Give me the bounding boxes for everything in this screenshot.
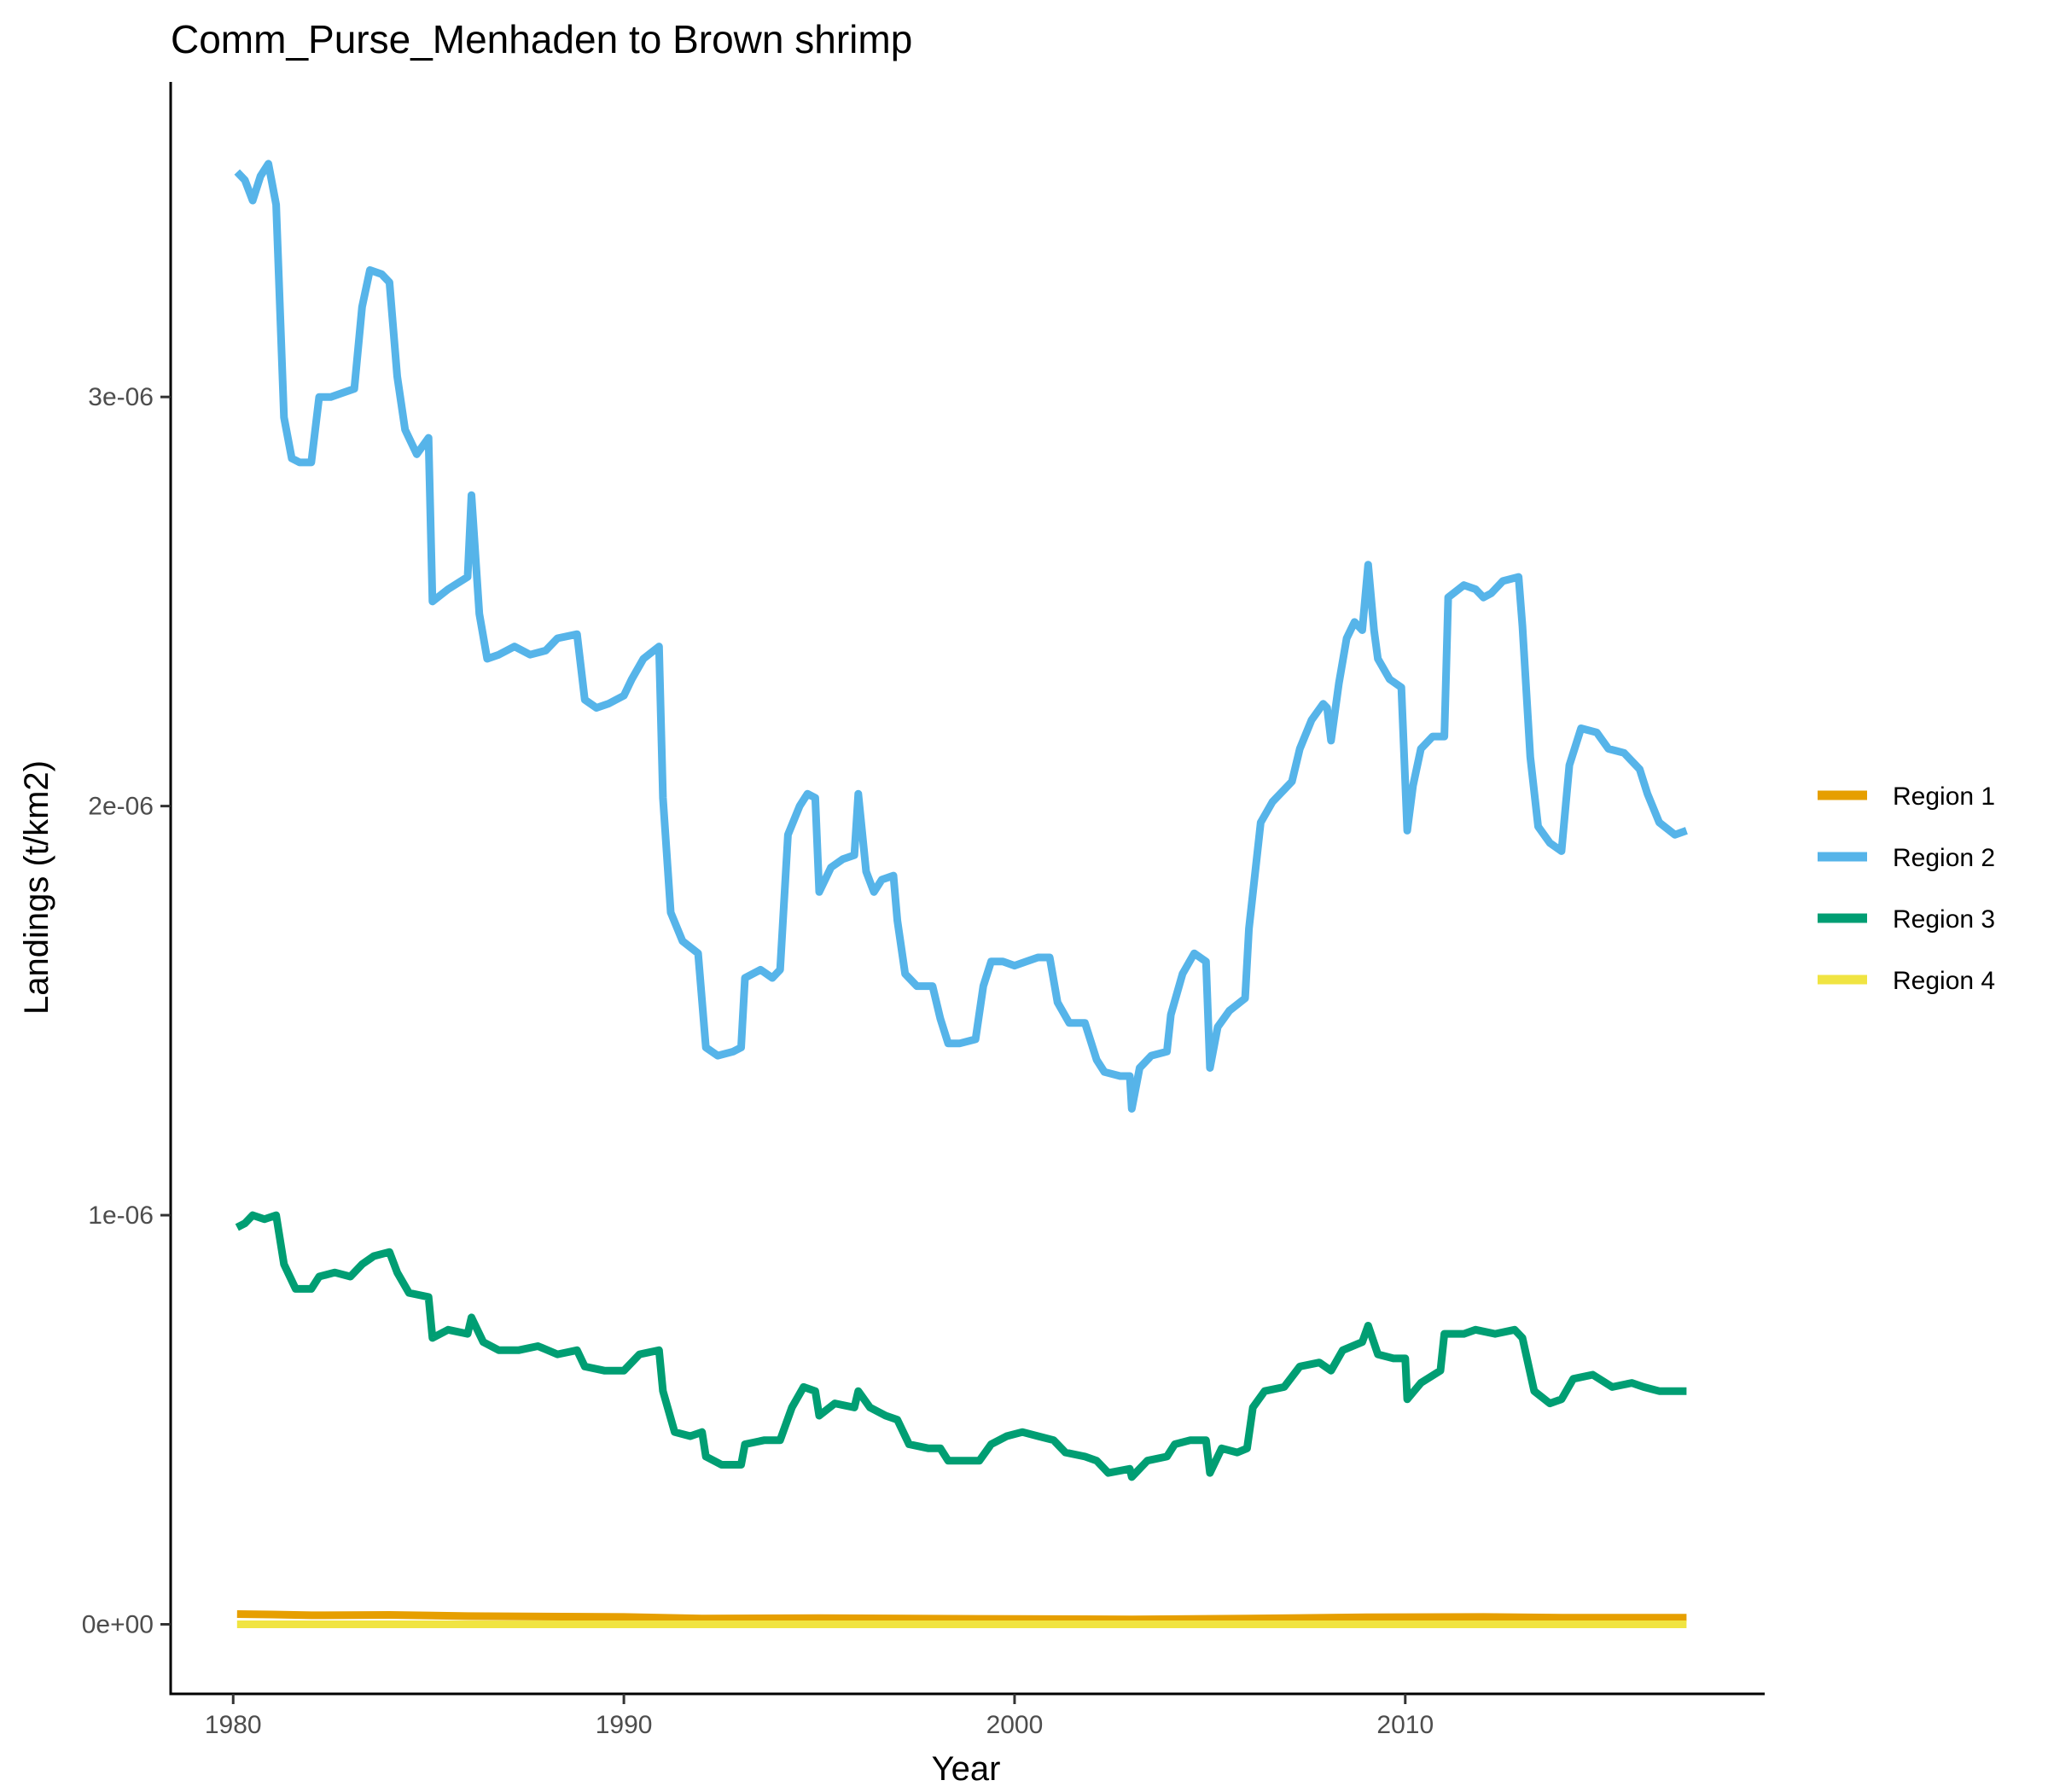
x-tick-label: 2000 xyxy=(986,1711,1044,1739)
y-tick-label: 3e-06 xyxy=(88,383,154,411)
y-tick-label: 0e+00 xyxy=(82,1610,154,1638)
legend: Region 1 Region 2 Region 3 Region 4 xyxy=(1818,783,1995,995)
y-tick-label: 1e-06 xyxy=(88,1201,154,1230)
x-tick-label: 1990 xyxy=(596,1711,653,1739)
x-axis-title: Year xyxy=(932,1750,1001,1788)
legend-label-region-3: Region 3 xyxy=(1893,905,1995,934)
legend-label-region-2: Region 2 xyxy=(1893,844,1995,872)
y-axis-title: Landings (t/km2) xyxy=(18,760,55,1015)
legend-label-region-1: Region 1 xyxy=(1893,783,1995,811)
x-tick-label: 1980 xyxy=(205,1711,262,1739)
series-line-region-2 xyxy=(237,164,1687,1109)
legend-label-region-4: Region 4 xyxy=(1893,967,1995,995)
y-axis: 0e+00 1e-06 2e-06 3e-06 xyxy=(82,383,171,1638)
x-axis: 1980 1990 2000 2010 xyxy=(205,1694,1434,1739)
plot-lines xyxy=(237,164,1687,1625)
chart-title: Comm_Purse_Menhaden to Brown shrimp xyxy=(171,17,912,61)
axis-lines xyxy=(171,82,1765,1694)
y-tick-label: 2e-06 xyxy=(88,793,154,821)
series-line-region-3 xyxy=(237,1215,1687,1477)
x-tick-label: 2010 xyxy=(1376,1711,1434,1739)
series-line-region-1 xyxy=(237,1615,1687,1620)
